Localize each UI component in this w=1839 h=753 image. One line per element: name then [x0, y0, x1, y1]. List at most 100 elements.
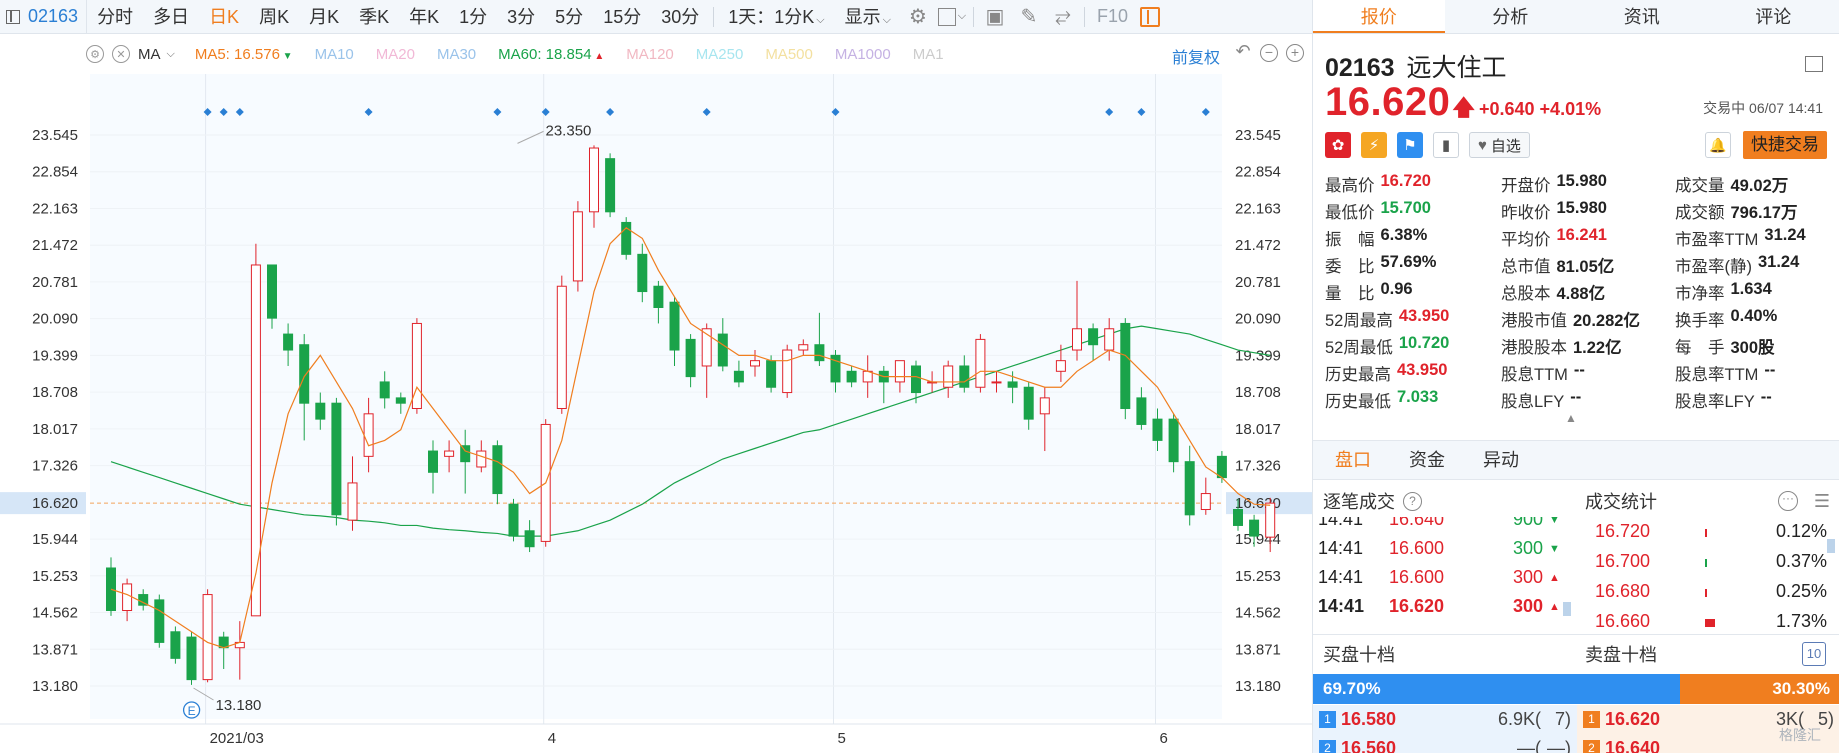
- zoom-out-icon[interactable]: −: [1260, 44, 1278, 62]
- candle-body[interactable]: [170, 631, 181, 659]
- list-icon[interactable]: ☰: [1813, 490, 1830, 511]
- candle-body[interactable]: [991, 381, 1002, 384]
- event-diamond-marker[interactable]: [606, 108, 615, 116]
- candle-body[interactable]: [1088, 328, 1099, 346]
- ma-item[interactable]: MA60: 18.854 ▲: [498, 46, 604, 63]
- ma-item[interactable]: MA1: [913, 46, 944, 63]
- ma-item[interactable]: MA500: [765, 46, 813, 63]
- hk-flag-icon[interactable]: ✿: [1325, 132, 1351, 158]
- candle-body[interactable]: [283, 333, 294, 351]
- event-diamond-marker[interactable]: [219, 108, 228, 116]
- more-icon[interactable]: ···: [1778, 491, 1798, 511]
- detail-tab[interactable]: 盘口: [1335, 450, 1371, 470]
- lightning-icon[interactable]: ⚡: [1361, 132, 1387, 158]
- period-tab[interactable]: 周K: [259, 6, 290, 27]
- candle-body[interactable]: [299, 344, 310, 404]
- ten-levels-icon[interactable]: 10: [1802, 641, 1826, 666]
- zoom-in-icon[interactable]: +: [1286, 44, 1304, 62]
- event-diamond-marker[interactable]: [364, 108, 373, 116]
- event-diamond-marker[interactable]: [831, 108, 840, 116]
- sidebar-toggle-icon[interactable]: [1805, 56, 1823, 72]
- display-dropdown[interactable]: 显示 ⌵: [835, 0, 901, 34]
- add-watchlist-button[interactable]: ♥ 自选: [1469, 132, 1530, 158]
- candle-body[interactable]: [1265, 502, 1276, 538]
- event-diamond-marker[interactable]: [1201, 108, 1210, 116]
- ma-item[interactable]: MA1000: [835, 46, 891, 63]
- candle-body[interactable]: [186, 636, 197, 681]
- candle-body[interactable]: [814, 344, 825, 362]
- candle-body[interactable]: [685, 338, 696, 378]
- detail-tab[interactable]: 异动: [1483, 450, 1519, 470]
- candle-body[interactable]: [1055, 360, 1066, 372]
- quote-tab[interactable]: 资讯: [1623, 7, 1660, 27]
- candle-body[interactable]: [1184, 461, 1195, 516]
- candle-body[interactable]: [508, 503, 519, 537]
- close-icon[interactable]: ✕: [112, 45, 130, 63]
- candle-body[interactable]: [733, 370, 744, 383]
- candle-body[interactable]: [894, 360, 905, 383]
- candle-body[interactable]: [572, 211, 583, 282]
- ma-item[interactable]: MA250: [696, 46, 744, 63]
- settings-gear-icon[interactable]: ⚙: [909, 6, 927, 28]
- panel-toggle-icon[interactable]: [6, 9, 20, 24]
- candle-body[interactable]: [605, 158, 616, 213]
- candle-body[interactable]: [750, 360, 760, 367]
- ma-item[interactable]: MA10: [315, 46, 354, 63]
- candle-body[interactable]: [1007, 381, 1018, 388]
- candle-body[interactable]: [1152, 418, 1163, 441]
- scrollbar[interactable]: [1827, 539, 1835, 553]
- period-tab[interactable]: 15分: [603, 6, 642, 27]
- period-tab[interactable]: 3分: [507, 6, 536, 27]
- event-diamond-marker[interactable]: [541, 108, 550, 116]
- candle-body[interactable]: [975, 338, 986, 388]
- settings-icon[interactable]: ⚙: [86, 45, 104, 63]
- candle-body[interactable]: [202, 594, 213, 681]
- camera-icon[interactable]: ▣: [985, 6, 1005, 28]
- candle-body[interactable]: [411, 322, 422, 410]
- bookmark-icon[interactable]: ▮: [1433, 132, 1459, 158]
- candle-body[interactable]: [428, 450, 438, 473]
- candle-body[interactable]: [267, 264, 277, 319]
- bid-level[interactable]: 1 16.580 6.9K(7): [1313, 705, 1577, 734]
- candle-body[interactable]: [556, 285, 567, 410]
- candle-body[interactable]: [395, 397, 406, 404]
- period-tab[interactable]: 月K: [309, 6, 340, 27]
- candle-body[interactable]: [524, 530, 535, 548]
- event-diamond-marker[interactable]: [203, 108, 212, 116]
- period-tab[interactable]: 5分: [555, 6, 584, 27]
- quote-tab[interactable]: 分析: [1492, 7, 1529, 27]
- period-dropdown[interactable]: 1天：1分K ⌵: [718, 0, 834, 34]
- adjust-mode-button[interactable]: 前复权: [1171, 50, 1220, 67]
- candle-body[interactable]: [959, 365, 970, 388]
- order-book-row[interactable]: 1 16.580 6.9K(7) 1 16.620 3K(5): [1313, 705, 1839, 734]
- candle-body[interactable]: [1120, 322, 1131, 410]
- candle-body[interactable]: [653, 285, 664, 309]
- candle-body[interactable]: [476, 450, 487, 468]
- candle-body[interactable]: [250, 264, 261, 617]
- quick-trade-button[interactable]: 快捷交易: [1743, 131, 1827, 159]
- side-panel-icon[interactable]: [1140, 6, 1160, 27]
- candle-body[interactable]: [1233, 509, 1243, 526]
- tick-list[interactable]: 14:41 16.640 900 ▼ 14:41 16.600 300 ▼ 14:41 16.60…: [1313, 517, 1573, 629]
- candle-body[interactable]: [315, 402, 326, 420]
- quote-tab[interactable]: 评论: [1755, 7, 1792, 27]
- trade-stats-list[interactable]: 16.720 0.12% 16.700 0.37% 16.680 0.25% 16.660 1…: [1583, 517, 1835, 629]
- candle-body[interactable]: [1039, 397, 1050, 415]
- kline-chart[interactable]: 2021/03 4 5 6 23.545 23.545 22.854 22.854 22.163…: [0, 34, 1312, 753]
- candle-body[interactable]: [331, 402, 342, 516]
- detail-tab[interactable]: 资金: [1409, 450, 1445, 470]
- order-book-row[interactable]: 2 16.560 —(—) 2 16.640: [1313, 734, 1839, 753]
- candle-body[interactable]: [1072, 328, 1082, 351]
- kline-chart-area[interactable]: 2021/03 4 5 6 23.545 23.545 22.854 22.854 22.163…: [0, 34, 1312, 753]
- undo-icon[interactable]: ↶: [1235, 41, 1251, 61]
- candle-body[interactable]: [1249, 519, 1260, 537]
- candle-body[interactable]: [379, 381, 390, 399]
- tag-icon[interactable]: ⚑: [1397, 132, 1423, 158]
- quote-tab[interactable]: 报价: [1313, 0, 1445, 33]
- period-tab[interactable]: 日K: [209, 6, 240, 27]
- candle-body[interactable]: [122, 583, 133, 612]
- fullscreen-icon[interactable]: ⥂: [1054, 5, 1071, 27]
- candle-body[interactable]: [363, 413, 374, 457]
- candle-body[interactable]: [1023, 386, 1034, 420]
- event-e-icon[interactable]: [182, 701, 201, 719]
